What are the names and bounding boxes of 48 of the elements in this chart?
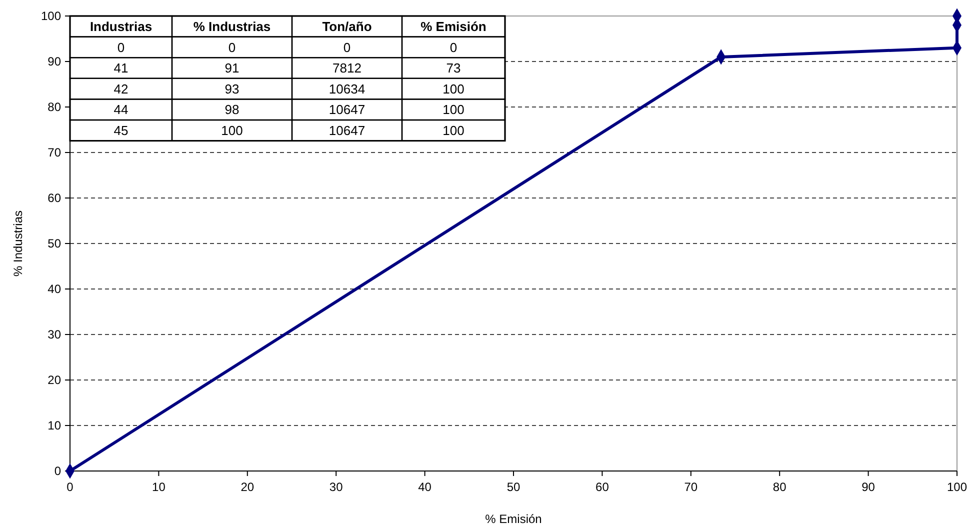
annotation: 45	[114, 123, 128, 138]
y-tick-label: 50	[48, 236, 62, 250]
x-tick-label: 90	[862, 480, 876, 494]
y-axis-title: % Industrias	[11, 210, 25, 277]
y-tick-label: 60	[48, 191, 62, 205]
annotation: 10647	[328, 102, 366, 118]
annotation: 100	[221, 123, 243, 138]
annotation: 41	[114, 60, 128, 76]
annotation: 0	[343, 40, 351, 55]
annotation: 100	[442, 123, 464, 138]
annotation: 100	[442, 81, 464, 96]
annotation: Ton/año	[322, 19, 372, 34]
y-tick-label: 10	[48, 418, 62, 432]
annotation: 93	[224, 81, 240, 96]
annotation: 73	[446, 60, 461, 76]
annotation: 98	[224, 102, 240, 118]
x-tick-label: 10	[152, 480, 166, 494]
annotation: 44	[114, 102, 128, 118]
x-tick-label: 30	[329, 480, 344, 494]
annotation: 0	[117, 40, 125, 55]
y-tick-label: 90	[48, 54, 62, 68]
y-tick-label: 100	[40, 9, 62, 23]
annotation: % Industrias	[193, 19, 271, 34]
annotation: % Emisión	[420, 19, 486, 34]
y-tick-label: 70	[48, 146, 62, 160]
x-tick-label: 40	[418, 480, 432, 494]
x-tick-label: 60	[596, 480, 610, 494]
annotation: 10634	[328, 81, 366, 96]
y-tick-label: 20	[48, 373, 62, 387]
x-tick-label: 20	[240, 480, 254, 494]
x-axis-title: % Emisión	[485, 512, 542, 526]
y-tick-label: 0	[54, 464, 62, 478]
y-tick-label: 30	[48, 328, 62, 342]
annotation: 91	[224, 60, 240, 76]
annotation: Industrias	[90, 19, 152, 34]
annotation: 7812	[332, 60, 362, 76]
x-tick-label: 0	[66, 480, 74, 494]
x-tick-label: 80	[772, 480, 787, 494]
x-tick-label: 70	[684, 480, 698, 494]
annotation: 100	[442, 102, 464, 118]
x-tick-label: 100	[946, 480, 968, 494]
annotation: 0	[450, 40, 458, 55]
y-tick-label: 40	[48, 282, 62, 296]
y-tick-label: 80	[48, 100, 62, 114]
annotation: 10647	[328, 123, 366, 138]
annotation: 0	[228, 40, 236, 55]
annotation: 42	[114, 81, 128, 96]
x-tick-label: 50	[506, 480, 520, 494]
